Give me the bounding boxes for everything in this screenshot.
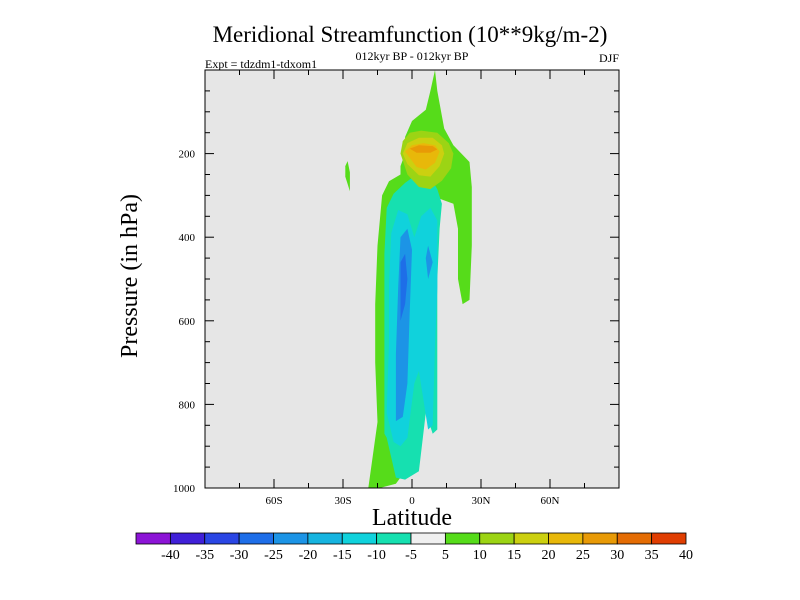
axis-ticks: 60S 30S 0 30N 60N 200 400 600 800 1000 [173, 70, 619, 507]
x-tick-label: 60N [541, 495, 560, 507]
contour-region-5 [395, 228, 412, 422]
colorbar-label: -15 [333, 548, 352, 563]
colorbar-swatch-6 [307, 532, 343, 545]
x-tick-label: 30S [334, 495, 351, 507]
colorbar-swatch-4 [238, 532, 274, 545]
colorbar-swatch-8 [376, 532, 412, 545]
colorbar-swatch-2 [169, 532, 206, 545]
chart-title: Meridional Streamfunction (10**9kg/m-2) [213, 22, 608, 47]
colorbar-swatch-5 [273, 532, 309, 545]
colorbar-label: -40 [161, 548, 180, 563]
colorbar-swatch-16 [651, 532, 687, 545]
colorbar-swatch-14 [582, 532, 618, 545]
center-subtitle: 012kyr BP - 012kyr BP [356, 49, 469, 63]
colorbar-swatch-3 [204, 532, 240, 545]
contour-region-7 [425, 245, 433, 279]
colorbar-swatch-7 [341, 532, 378, 545]
colorbar-label: 10 [473, 548, 487, 563]
left-subtitle: Expt = tdzdm1-tdxom1 [205, 57, 317, 71]
colorbar-label: 15 [507, 548, 521, 563]
contour-region-6 [400, 253, 408, 321]
y-axis-label: Pressure (in hPa) [117, 194, 143, 358]
y-tick-label: 800 [179, 399, 196, 411]
y-tick-label: 200 [179, 149, 196, 161]
x-tick-label: 0 [409, 495, 415, 507]
colorbar-swatch-12 [513, 532, 549, 545]
colorbar-swatch-13 [548, 532, 584, 545]
contour-region-2 [345, 161, 350, 192]
y-tick-label: 400 [179, 232, 196, 244]
colorbar-label: -10 [367, 548, 386, 563]
contour-region-11 [409, 145, 438, 153]
right-subtitle: DJF [599, 51, 619, 65]
colorbar-label: -5 [405, 548, 417, 563]
colorbar-swatch-11 [479, 532, 515, 545]
colorbar-swatch-10 [444, 532, 481, 545]
y-tick-label: 600 [179, 316, 196, 328]
x-tick-label: 30N [472, 495, 491, 507]
colorbar-swatch-1 [135, 532, 171, 545]
colorbar-label: 40 [679, 548, 693, 563]
colorbar-label: -35 [195, 548, 214, 563]
colorbar-label: -25 [264, 548, 283, 563]
colorbar-label: 5 [442, 548, 449, 563]
colorbar-label: 25 [576, 548, 590, 563]
y-tick-label: 1000 [173, 483, 196, 495]
x-axis-label: Latitude [372, 505, 452, 531]
x-tick-label: 60S [265, 495, 282, 507]
colorbar-label: 20 [542, 548, 556, 563]
colorbar: -40 -35 -30 -25 -20 -15 -10 -5 5 10 15 20 25 30 35 40 [135, 532, 693, 563]
colorbar-label: -20 [299, 548, 318, 563]
colorbar-label: 35 [645, 548, 659, 563]
contour-fills [345, 70, 472, 488]
colorbar-label: -30 [230, 548, 249, 563]
colorbar-swatch-15 [616, 532, 653, 545]
colorbar-label: 30 [610, 548, 624, 563]
colorbar-swatch-9 [410, 532, 446, 545]
